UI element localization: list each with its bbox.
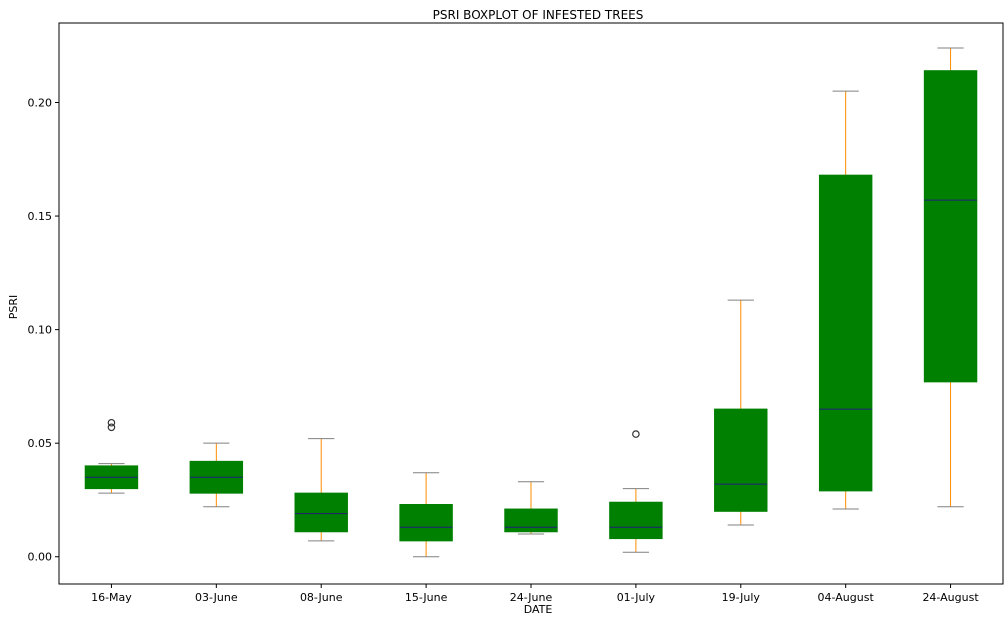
box-iqr [504,508,558,533]
y-tick-label: 0.15 [28,210,53,223]
x-tick-label: 03-June [195,591,238,604]
y-axis-label: PSRI [7,295,20,320]
y-tick-label: 0.05 [28,437,53,450]
box-iqr [399,504,453,542]
y-tick-label: 0.20 [28,96,53,109]
x-tick-label: 01-July [617,591,656,604]
x-tick-label: 04-August [818,591,875,604]
plot-frame [58,22,1004,585]
outlier-point [632,430,640,438]
outlier-point [107,423,116,432]
x-tick-label: 19-July [722,591,761,604]
y-tick-label: 0.00 [28,551,53,564]
y-tick-label: 0.10 [28,324,53,337]
x-tick-label: 08-June [300,591,343,604]
x-tick-label: 16-May [91,591,132,604]
box-iqr [294,492,348,533]
box-iqr [923,70,978,383]
x-axis-label: DATE [524,603,553,616]
x-tick-label: 24-August [922,591,979,604]
outlier-point [107,418,116,427]
box-iqr [818,174,873,492]
box-iqr [714,408,768,512]
box-iqr [609,501,663,540]
chart-title: PSRI BOXPLOT OF INFESTED TREES [433,8,644,22]
plot-area: 0.00 0.05 0.10 0.15 0.20 16-May 03-June 08-June… [28,47,979,604]
x-tick-label: 24-June [510,591,553,604]
x-tick-label: 15-June [405,591,448,604]
